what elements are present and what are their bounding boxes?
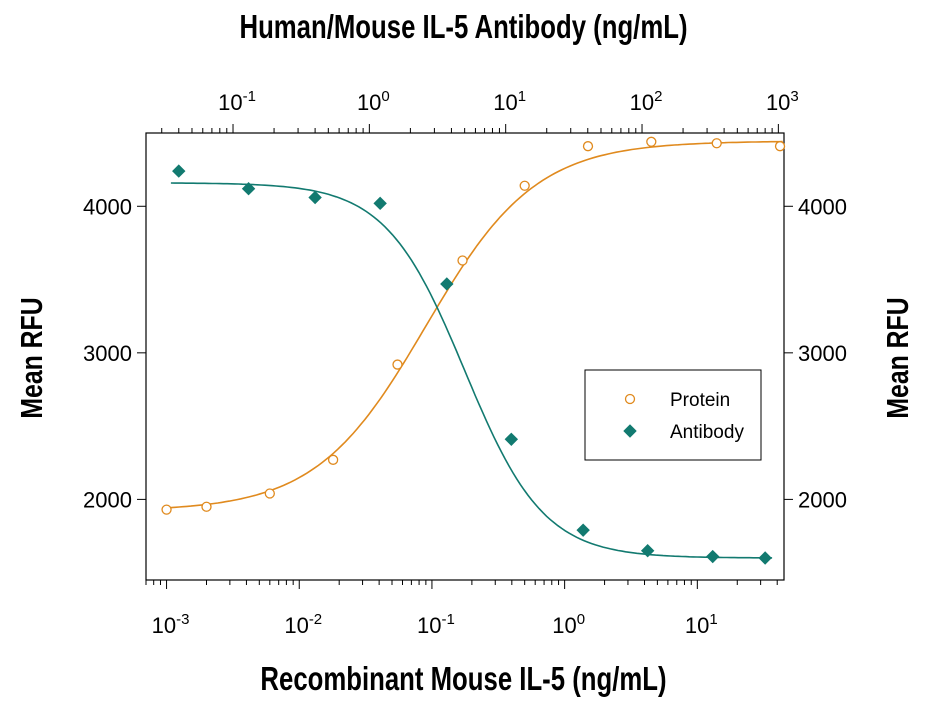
x-top-tick-label: 10-1: [218, 88, 256, 115]
data-point-protein: [646, 136, 657, 147]
x-top-tick-label-base: 10: [218, 90, 242, 115]
x-top-tick-label: 101: [493, 88, 526, 115]
data-point-antibody: [640, 543, 655, 558]
x-bottom-tick-label-exponent: 1: [709, 611, 717, 628]
data-point-protein: [519, 180, 530, 191]
x-bottom-tick-label-exponent: -1: [442, 611, 455, 628]
data-point-protein: [582, 141, 594, 152]
data-point-antibody: [758, 551, 772, 565]
x-top-tick-label-base: 10: [766, 90, 790, 115]
plot-frame: [145, 132, 785, 581]
x-top-tick-label-base: 10: [493, 90, 517, 115]
x-top-tick-label-exponent: 0: [381, 88, 389, 105]
x-bottom-tick-label-exponent: -2: [309, 611, 322, 628]
y-right-tick-label: 4000: [798, 194, 847, 219]
legend-label-antibody: Antibody: [670, 422, 744, 443]
data-point-protein: [161, 504, 172, 515]
x-top-tick-label-exponent: 1: [518, 88, 526, 105]
top-axis-title: Human/Mouse IL-5 Antibody (ng/mL): [239, 8, 688, 45]
y-left-tick-label: 2000: [83, 487, 132, 512]
x-bottom-tick-label: 10-2: [284, 611, 322, 638]
x-bottom-tick-label-exponent: -3: [176, 611, 189, 628]
data-point-antibody: [504, 432, 519, 447]
legend: Protein Antibody: [584, 369, 762, 461]
x-bottom-tick-label-base: 10: [552, 613, 576, 638]
data-point-antibody: [241, 181, 256, 196]
data-point-protein: [711, 138, 722, 149]
data-point-antibody: [172, 164, 186, 178]
y-left-tick-label: 3000: [83, 341, 132, 366]
data-point-antibody: [373, 196, 387, 211]
x-bottom-tick-label-base: 10: [417, 613, 441, 638]
data-point-protein: [264, 488, 275, 499]
x-top-tick-label: 103: [766, 88, 799, 115]
x-bottom-tick-label-exponent: 0: [577, 611, 585, 628]
data-point-protein: [774, 141, 786, 152]
legend-label-protein: Protein: [670, 390, 730, 411]
x-bottom-tick-label: 100: [552, 611, 585, 638]
x-bottom-tick-label: 101: [685, 611, 718, 638]
x-top-tick-label-base: 10: [630, 90, 654, 115]
legend-box: [584, 369, 762, 461]
y-right-tick-label: 3000: [798, 341, 847, 366]
legend-marker-protein: [624, 393, 636, 405]
x-bottom-tick-label: 10-3: [152, 611, 190, 638]
data-point-protein: [327, 454, 339, 465]
x-top-tick-label-exponent: 3: [790, 88, 798, 105]
x-top-tick-label-base: 10: [357, 90, 381, 115]
x-bottom-tick-label-base: 10: [284, 613, 308, 638]
x-top-tick-label: 102: [630, 88, 663, 115]
x-bottom-tick-label: 10-1: [417, 611, 455, 638]
fit-curve-antibody: [170, 182, 773, 559]
y-right-tick-label: 2000: [798, 487, 847, 512]
data-point-protein: [392, 359, 403, 370]
bottom-axis-title: Recombinant Mouse IL-5 (ng/mL): [260, 660, 667, 697]
legend-marker-antibody: [623, 424, 637, 438]
x-bottom-tick-label-base: 10: [152, 613, 176, 638]
x-top-tick-label-exponent: -1: [243, 88, 256, 105]
data-point-protein: [457, 255, 468, 266]
x-top-tick-label-exponent: 2: [654, 88, 662, 105]
y-left-tick-label: 4000: [83, 194, 132, 219]
x-top-tick-label: 100: [357, 88, 390, 115]
data-point-antibody: [308, 190, 322, 205]
data-point-antibody: [440, 277, 454, 291]
data-point-protein: [201, 501, 212, 512]
data-point-antibody: [706, 549, 720, 564]
data-point-antibody: [576, 523, 590, 537]
x-bottom-tick-label-base: 10: [685, 613, 709, 638]
